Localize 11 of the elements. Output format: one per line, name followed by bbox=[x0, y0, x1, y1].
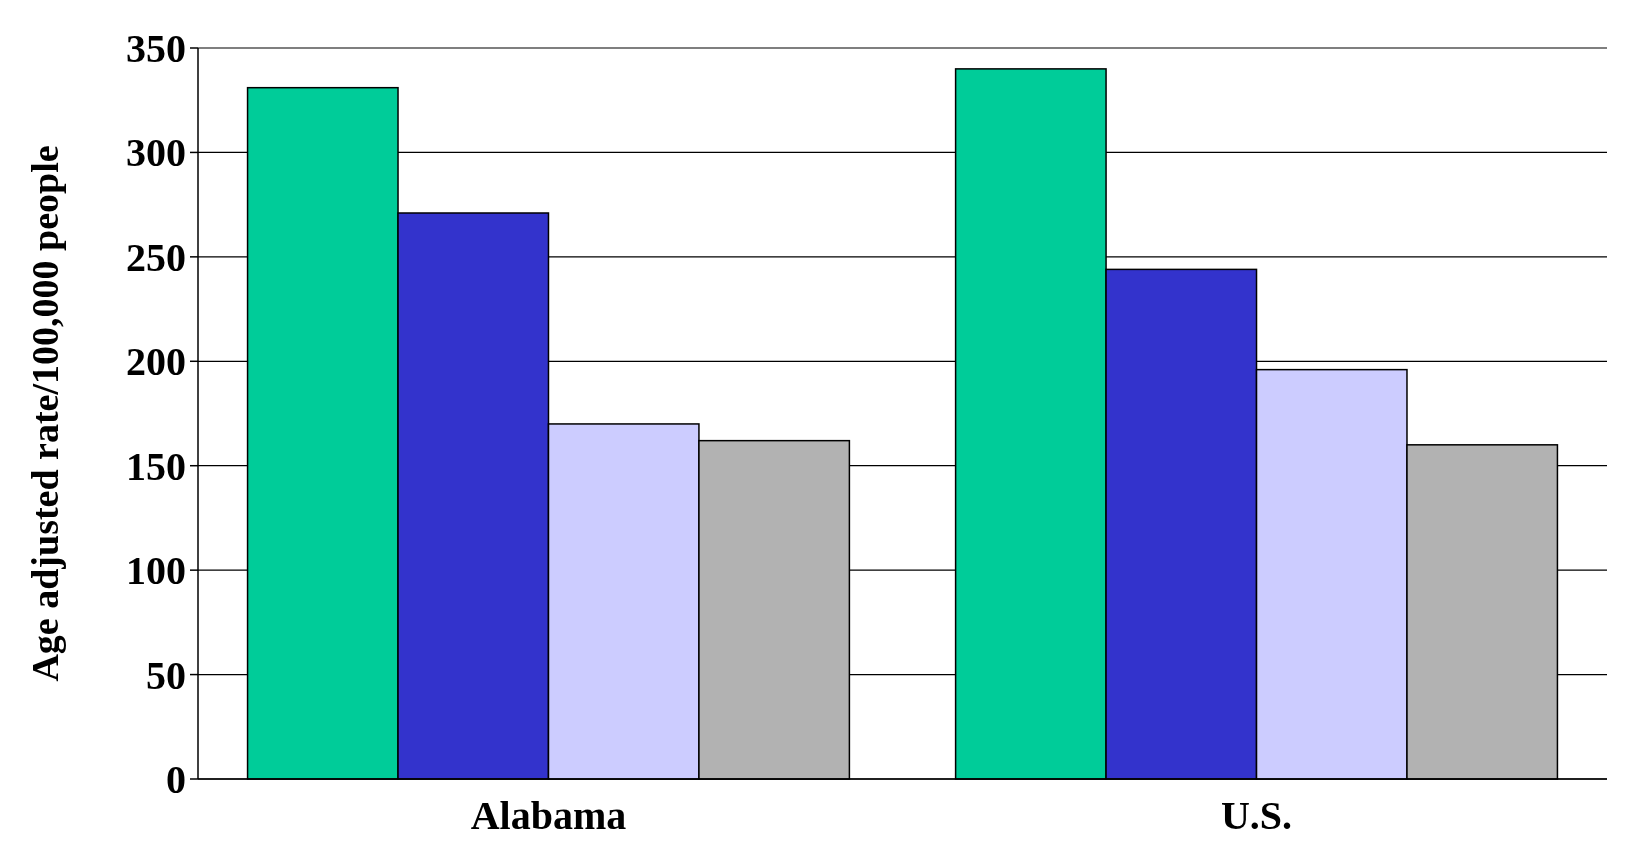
x-tick-label: Alabama bbox=[470, 793, 627, 838]
y-tick-label: 200 bbox=[126, 339, 186, 385]
y-tick-label: 250 bbox=[126, 234, 186, 280]
x-tick-label: U.S. bbox=[1220, 793, 1293, 838]
y-tick-label: 100 bbox=[126, 548, 186, 594]
y-tick-label: 0 bbox=[166, 757, 186, 802]
y-tick-label: 150 bbox=[126, 443, 186, 489]
y-tick-label: 50 bbox=[146, 652, 186, 698]
y-tick-label: 350 bbox=[126, 26, 186, 71]
y-axis-title: Age adjusted rate/100,000 people bbox=[24, 145, 66, 682]
y-tick-label: 300 bbox=[126, 130, 186, 176]
